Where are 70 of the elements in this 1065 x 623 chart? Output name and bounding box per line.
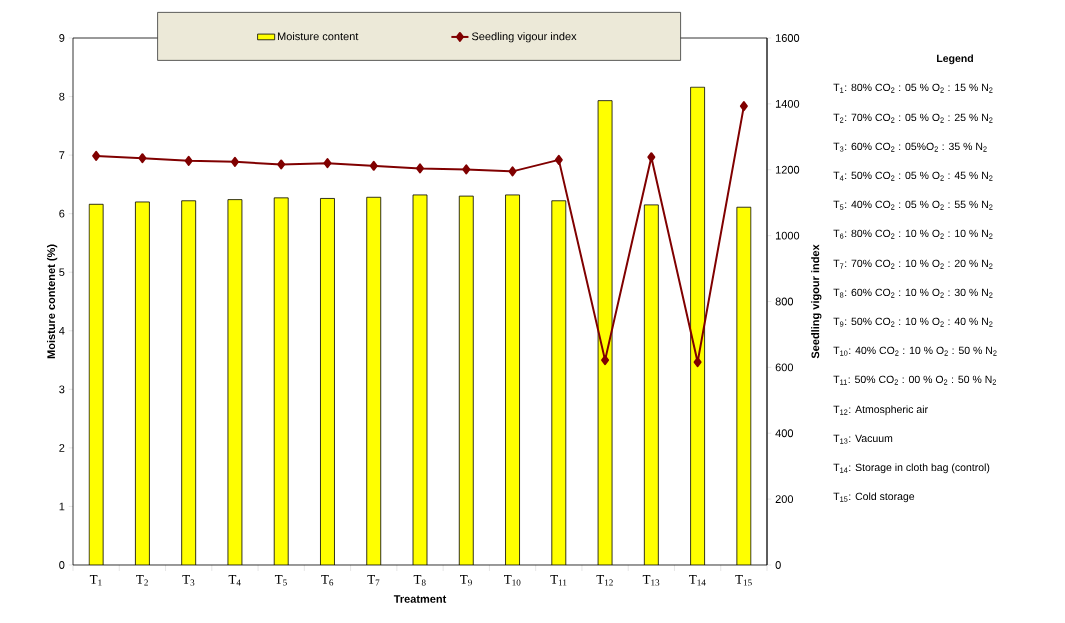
y2-tick-label: 1600 [775, 34, 800, 42]
point [739, 101, 748, 112]
point [230, 156, 239, 167]
text: T$_{15}$: Cold storage [833, 492, 915, 503]
text: T$_{11}$: 50% CO$_{2}$ : 00 % O$_{2}$ : 50 % N$_{2}$ [833, 375, 997, 385]
x-tick-label: T$_{11}$ [550, 575, 567, 586]
x-tick-label: T$_{2}$ [136, 575, 148, 586]
x-tick-label: T$_{7}$ [367, 575, 380, 586]
point [92, 150, 101, 161]
y-tick-label: 0 [59, 561, 65, 569]
x-tick-label: T$_{10}$ [504, 575, 521, 586]
text: T$_{5}$: 40% CO$_{2}$ : 05 % O$_{2}$ : 55 % N$_{2}$ [833, 200, 993, 210]
y2-tick-label: 200 [775, 495, 794, 504]
point [508, 166, 517, 177]
y-tick-label: 4 [59, 327, 65, 335]
x-tick-label: T$_{5}$ [274, 575, 287, 586]
x-tick-label: T$_{8}$ [413, 575, 426, 586]
legend-label: Moisture content [277, 32, 359, 41]
x-tick-label: T$_{6}$ [321, 575, 334, 586]
x-tick-label: T$_{9}$ [460, 575, 472, 586]
y2-tick-label: 1000 [775, 231, 800, 240]
text: T$_{4}$: 50% CO$_{2}$ : 05 % O$_{2}$ : 45 % N$_{2}$ [833, 171, 993, 181]
y2-tick-label: 800 [775, 297, 794, 306]
text: T$_{6}$: 80% CO$_{2}$ : 10 % O$_{2}$ : 10 % N$_{2}$ [833, 229, 993, 239]
y2-tick-label: 1200 [775, 165, 800, 174]
y-tick-label: 9 [59, 34, 65, 42]
point [184, 155, 193, 166]
point [416, 163, 425, 174]
text: Legend [937, 54, 973, 65]
point [693, 357, 702, 368]
y-tick-label: 3 [59, 385, 65, 394]
x-tick-label: T$_{12}$ [596, 575, 613, 586]
y2-tick-label: 400 [775, 429, 794, 438]
point [647, 152, 656, 163]
point [323, 158, 332, 169]
text: T$_{9}$: 50% CO$_{2}$ : 10 % O$_{2}$ : 40 % N$_{2}$ [833, 317, 993, 327]
text: T$_{14}$: Storage in cloth bag (control) [833, 463, 990, 474]
text: T$_{3}$: 60% CO$_{2}$ : 05%O$_{2}$ : 35 % N$_{2}$ [833, 142, 987, 152]
point [369, 160, 378, 171]
y-tick-label: 6 [59, 209, 65, 218]
text: T$_{13}$: Vacuum [833, 434, 893, 444]
text: T$_{12}$: Atmospheric air [833, 405, 928, 416]
x-tick-label: T$_{3}$ [182, 575, 195, 586]
text: T$_{2}$: 70% CO$_{2}$ : 05 % O$_{2}$ : 25 % N$_{2}$ [833, 113, 993, 123]
y-tick-label: 5 [59, 268, 65, 277]
y-tick-label: 8 [59, 92, 65, 101]
text: T$_{7}$: 70% CO$_{2}$ : 10 % O$_{2}$ : 20 % N$_{2}$ [833, 259, 993, 269]
point [277, 159, 286, 170]
point [138, 153, 147, 164]
point [601, 355, 610, 366]
y2-tick-label: 0 [775, 561, 781, 569]
text: T$_{1}$: 80% CO$_{2}$ : 05 % O$_{2}$ : 15 % N$_{2}$ [833, 83, 993, 93]
point [462, 164, 471, 175]
y-tick-label: 2 [59, 444, 65, 452]
x-axis-title: Treatment [393, 595, 447, 603]
text: T$_{8}$: 60% CO$_{2}$ : 10 % O$_{2}$ : 30 % N$_{2}$ [833, 288, 993, 298]
y-tick-label: 7 [59, 151, 65, 159]
point [554, 154, 563, 165]
text: T$_{10}$: 40% CO$_{2}$ : 10 % O$_{2}$ : 50 % N$_{2}$ [833, 346, 997, 356]
y-tick-label: 1 [59, 502, 65, 511]
y2-axis-title: Seedling vigour index [811, 244, 822, 359]
y2-tick-label: 600 [775, 363, 794, 372]
x-tick-label: T$_{13}$ [642, 575, 660, 586]
y2-tick-label: 1400 [775, 99, 800, 108]
x-tick-label: T$_{4}$ [228, 575, 241, 586]
y-axis-title: Moisture contenet (%) [46, 244, 58, 359]
legend-label: Seedling vigour index [471, 32, 577, 43]
x-tick-label: T$_{1}$ [89, 575, 102, 586]
x-tick-label: T$_{15}$ [735, 575, 752, 586]
x-tick-label: T$_{14}$ [689, 575, 706, 586]
